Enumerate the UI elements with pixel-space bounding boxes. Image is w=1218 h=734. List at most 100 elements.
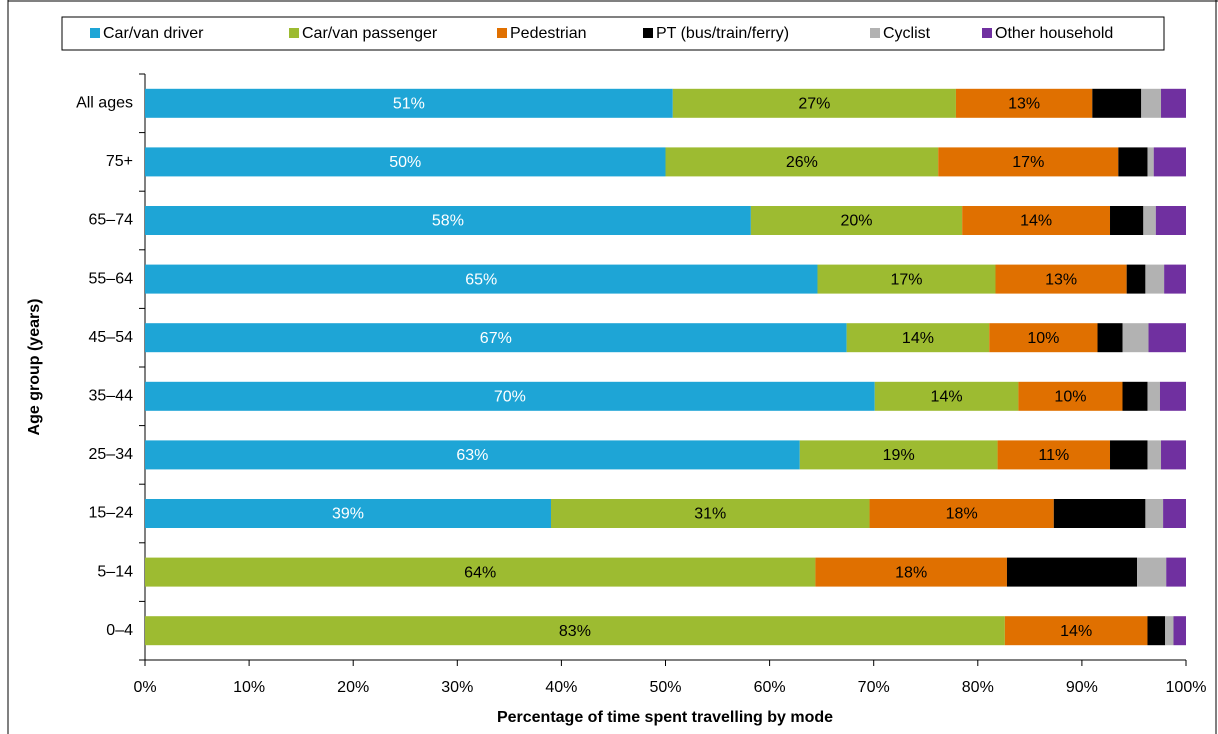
- bar-segment: [145, 499, 551, 528]
- bar-segment: [550, 499, 870, 528]
- legend-label: Other household: [995, 25, 1113, 42]
- bar-segment: [817, 264, 996, 294]
- x-axis-title: Percentage of time spent travelling by m…: [497, 709, 833, 726]
- data-label: 14%: [1060, 623, 1092, 640]
- x-tick-label: 0%: [133, 679, 156, 696]
- bar-segment: [1159, 381, 1186, 411]
- x-tick-label: 100%: [1166, 679, 1207, 696]
- data-label: 10%: [1054, 389, 1086, 406]
- bar-segment: [1147, 147, 1154, 177]
- bar-segment: [1097, 323, 1123, 353]
- data-label: 67%: [480, 330, 512, 347]
- data-label: 39%: [332, 506, 364, 523]
- x-tick-label: 50%: [649, 679, 681, 696]
- bar-segment: [1126, 264, 1146, 294]
- bar-segment: [989, 323, 1098, 353]
- bar-segment: [672, 88, 956, 118]
- bar-segment: [1118, 147, 1148, 177]
- data-label: 14%: [931, 389, 963, 406]
- legend-swatch: [643, 28, 653, 38]
- data-label: 11%: [1038, 447, 1069, 464]
- legend-swatch: [870, 28, 880, 38]
- x-tick-label: 30%: [441, 679, 473, 696]
- data-label: 13%: [1008, 96, 1040, 113]
- data-label: 14%: [902, 330, 934, 347]
- bar-segment: [799, 440, 998, 470]
- y-tick-label: All ages: [76, 95, 133, 112]
- y-tick-label: 75+: [106, 153, 133, 170]
- x-tick-label: 60%: [754, 679, 786, 696]
- data-label: 31%: [694, 506, 726, 523]
- bar-segment: [938, 147, 1119, 177]
- data-label: 18%: [946, 506, 978, 523]
- data-label: 26%: [786, 154, 818, 171]
- data-label: 19%: [883, 447, 915, 464]
- bar-segment: [1153, 147, 1186, 177]
- bar-segment: [1004, 616, 1148, 646]
- bar-segment: [815, 557, 1007, 587]
- y-tick-label: 15–24: [89, 505, 134, 522]
- bar-segment: [145, 381, 875, 411]
- legend-label: PT (bus/train/ferry): [656, 25, 789, 42]
- data-label: 10%: [1027, 330, 1059, 347]
- bar-segment: [1006, 557, 1138, 587]
- x-tick-label: 20%: [337, 679, 369, 696]
- bar-segment: [869, 499, 1054, 528]
- bar-segment: [1053, 499, 1146, 528]
- data-label: 50%: [389, 154, 421, 171]
- x-tick-label: 90%: [1066, 679, 1098, 696]
- bar-segment: [997, 440, 1111, 470]
- bar-segment: [1145, 499, 1164, 528]
- bar-segment: [1148, 323, 1186, 353]
- data-label: 18%: [895, 564, 927, 581]
- bar-segment: [1161, 440, 1186, 470]
- bar-segment: [145, 557, 816, 587]
- data-label: 13%: [1045, 271, 1077, 288]
- legend-label: Car/van passenger: [302, 25, 438, 42]
- y-tick-label: 45–54: [89, 329, 134, 346]
- legend-swatch: [982, 28, 992, 38]
- data-label: 70%: [494, 389, 526, 406]
- bar-segment: [145, 440, 800, 470]
- data-label: 14%: [1020, 213, 1052, 230]
- data-label: 27%: [798, 96, 830, 113]
- bar-segment: [1155, 206, 1186, 235]
- data-label: 83%: [559, 623, 591, 640]
- bar-segment: [1147, 440, 1162, 470]
- bar-segment: [1018, 381, 1123, 411]
- bar-segment: [1141, 88, 1162, 118]
- bar-segment: [1165, 616, 1174, 646]
- legend-swatch: [497, 28, 507, 38]
- bar-segment: [1173, 616, 1186, 646]
- bar-segment: [1143, 206, 1156, 235]
- data-label: 17%: [1012, 154, 1044, 171]
- bar-segment: [1092, 88, 1142, 118]
- bar-segment: [874, 381, 1019, 411]
- bar-segment: [955, 88, 1093, 118]
- bar-segment: [1145, 264, 1165, 294]
- bar-segment: [145, 88, 673, 118]
- data-label: 65%: [465, 271, 497, 288]
- bar-segment: [1110, 440, 1148, 470]
- data-label: 17%: [890, 271, 922, 288]
- bar-segment: [1110, 206, 1144, 235]
- data-label: 63%: [456, 447, 488, 464]
- bar-segment: [1163, 499, 1186, 528]
- bar-segment: [1137, 557, 1167, 587]
- legend-label: Car/van driver: [103, 25, 204, 42]
- x-tick-label: 80%: [962, 679, 994, 696]
- legend-swatch: [289, 28, 299, 38]
- y-tick-label: 35–44: [89, 388, 134, 405]
- x-tick-label: 10%: [233, 679, 265, 696]
- bar-segment: [962, 206, 1111, 235]
- y-axis-title: Age group (years): [26, 299, 43, 436]
- legend-box: [61, 16, 1165, 51]
- y-tick-label: 25–34: [89, 446, 134, 463]
- legend-label: Cyclist: [883, 25, 931, 42]
- bar-segment: [1166, 557, 1186, 587]
- bar-segment: [145, 616, 1005, 646]
- bar-segment: [995, 264, 1127, 294]
- bar-segment: [145, 323, 847, 353]
- bar-segment: [665, 147, 939, 177]
